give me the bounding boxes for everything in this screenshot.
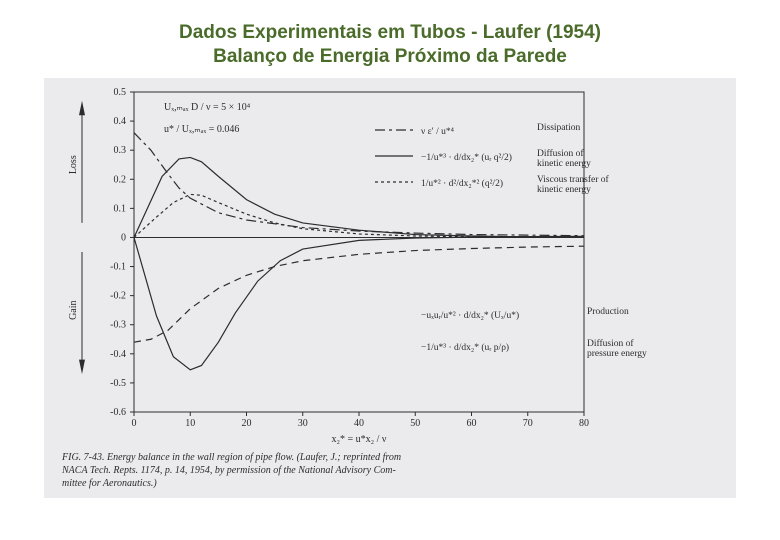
x-tick-label: 50 [410,418,420,429]
series-production [134,246,584,342]
energy-balance-chart: 0.5 0.4 0.3 0.2 0.1 0 -0.1 -0.2 -0.3 -0.4 -0.5 -0.6… [44,78,736,498]
x-tick-label: 30 [298,418,308,429]
y-tick-label: -0.1 [110,262,126,273]
x-tick-label: 20 [242,418,252,429]
legend-lower-label: pressure energy [587,349,647,359]
x-tick-label: 40 [354,418,364,429]
y-tick-label: 0.4 [114,116,127,127]
legend-label: kinetic energy [537,159,591,169]
y-tick-label: -0.4 [110,349,126,360]
title-line-1: Dados Experimentais em Tubos - Laufer (1… [0,22,780,44]
y-tick-label: 0.5 [114,87,127,98]
slide: Dados Experimentais em Tubos - Laufer (1… [0,0,780,540]
gain-arrowhead [79,360,85,375]
series-diffusion_kinetic [134,157,584,237]
figure-caption-1: FIG. 7-43. Energy balance in the wall re… [61,452,401,463]
legend-lower-label: Diffusion of [587,338,634,349]
legend-lower-math: −1/u*³ · d/dx₂* (uᵣ p/ρ) [421,342,509,353]
legend-math: 1/u*² · d²/dx₂*² (q²/2) [421,178,503,189]
figure-caption-2: NACA Tech. Repts. 1174, p. 14, 1954, by … [61,465,396,476]
legend-lower-label: Production [587,307,629,317]
legend-math: ν ε′ / u*⁴ [421,127,455,137]
legend-lower-math: −uₓuᵣ/u*² · d/dx₂* (Uₓ/u*) [421,310,519,321]
annot-ustar: u* / Uₓ,ₘₐₓ = 0.046 [164,124,239,135]
y-tick-label: -0.5 [110,378,126,389]
legend-label: kinetic energy [537,185,591,195]
legend-label: Dissipation [537,123,581,133]
annot-reynolds: Uₓ,ₘₐₓ D / ν = 5 × 10⁴ [164,102,251,113]
legend-label: Diffusion of [537,148,584,159]
series-diffusion_pressure [134,236,584,370]
legend-label: Viscous transfer of [537,174,610,185]
figure-caption-3: mittee for Aeronautics.) [62,478,157,489]
series-dissipation [134,133,584,236]
x-tick-label: 10 [185,418,195,429]
gain-label: Gain [68,300,79,319]
y-tick-label: 0 [121,232,126,243]
title-line-2: Balanço de Energia Próximo da Parede [0,46,780,68]
x-tick-label: 70 [523,418,533,429]
figure-area: 0.5 0.4 0.3 0.2 0.1 0 -0.1 -0.2 -0.3 -0.4 -0.5 -0.6… [44,78,736,498]
y-tick-label: 0.3 [114,145,127,156]
x-tick-label: 0 [132,418,137,429]
plot-border [134,92,584,412]
y-tick-label: -0.3 [110,320,126,331]
x-tick-label: 80 [579,418,589,429]
x-tick-label: 60 [467,418,477,429]
legend-math: −1/u*³ · d/dx₂* (uᵣ q²/2) [421,152,512,163]
loss-arrowhead [79,101,85,116]
y-tick-label: -0.2 [110,291,126,302]
x-axis-label: x₂* = u*x₂ / ν [332,434,387,445]
loss-label: Loss [68,155,79,174]
y-tick-label: -0.6 [110,407,126,418]
y-tick-label: 0.2 [114,174,127,185]
y-tick-label: 0.1 [114,203,127,214]
